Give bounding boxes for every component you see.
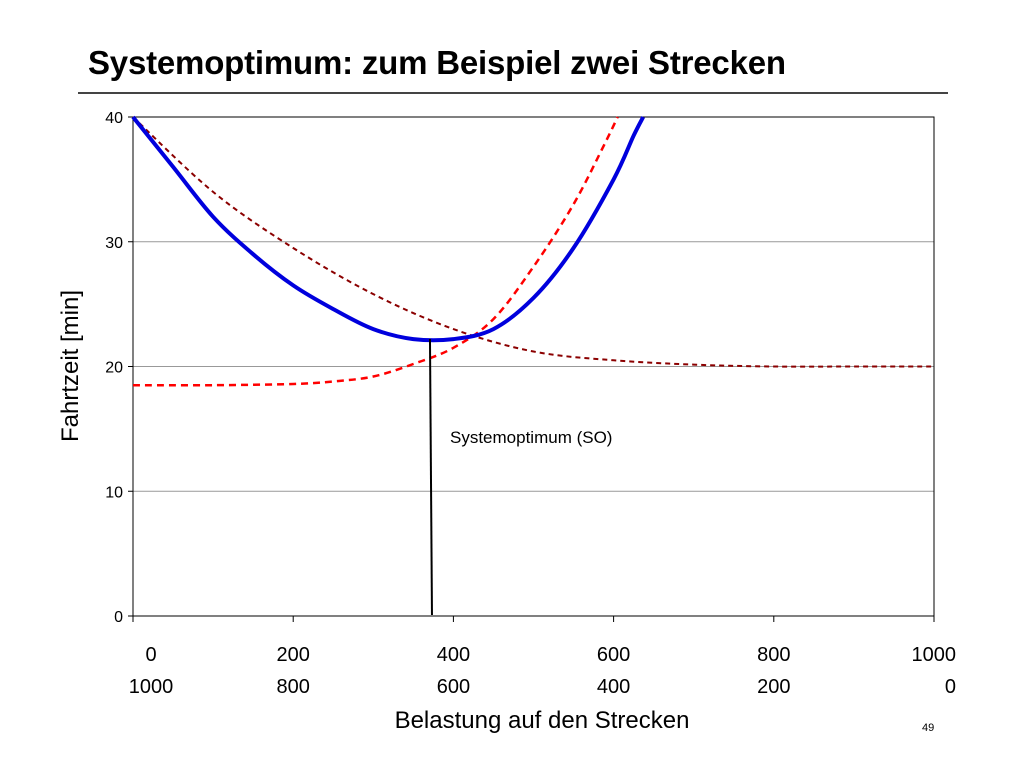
x-tick-label-bottom: 200 [757,676,790,698]
series-line-3 [131,115,645,343]
y-tick-label: 30 [105,235,123,252]
y-axis-label: Fahrtzeit [min] [57,290,84,442]
x-tick-label-top: 400 [437,644,470,666]
x-tick-label-top: 800 [757,644,790,666]
series-line-2 [132,116,934,368]
system-optimum-marker [428,339,433,616]
y-tick-label: 40 [105,110,123,127]
x-tick-label-top: 600 [597,644,630,666]
series [131,115,934,387]
y-tick-label: 20 [105,360,123,377]
slide-title: Systemoptimum: zum Beispiel zwei Strecke… [88,44,786,81]
page-number: 49 [922,722,935,734]
x-tick-label-top: 0 [145,644,156,666]
x-tick-label-bottom: 800 [277,676,310,698]
annotation: Systemoptimum (SO) [428,339,612,616]
system-optimum-label: Systemoptimum (SO) [450,428,612,447]
series-line-1 [132,116,619,387]
title-divider [78,92,948,94]
x-axis-label: Belastung auf den Strecken [395,707,690,734]
y-tick-label: 10 [105,484,123,501]
x-tick-label-bottom: 1000 [129,676,174,698]
y-tick-label: 0 [114,609,123,626]
axes [128,116,935,622]
x-tick-label-bottom: 400 [597,676,630,698]
x-tick-label-bottom: 0 [945,676,956,698]
x-tick-label-bottom: 600 [437,676,470,698]
x-tick-label-top: 1000 [912,644,957,666]
tick-labels: 0102030400100020080040060060040080020010… [105,110,956,698]
x-tick-label-top: 200 [277,644,310,666]
